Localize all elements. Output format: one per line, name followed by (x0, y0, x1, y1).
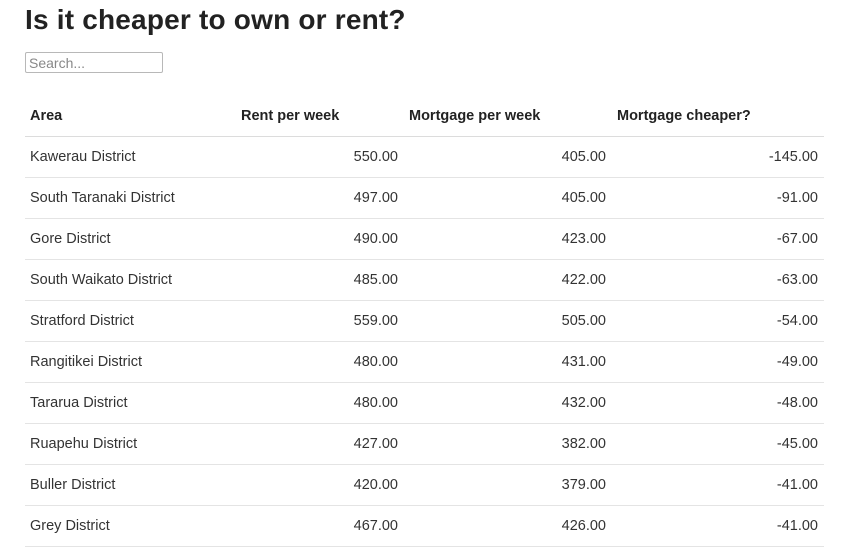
page-title: Is it cheaper to own or rent? (25, 4, 406, 35)
table-row: South Taranaki District 497.00 405.00 -9… (25, 177, 824, 219)
table-row: South Waikato District 485.00 422.00 -63… (25, 259, 824, 301)
cell-mortgage-cheaper: -45.00 (612, 423, 824, 465)
cell-mortgage-cheaper: -48.00 (612, 382, 824, 424)
table-row: Buller District 420.00 379.00 -41.00 (25, 464, 824, 506)
column-header-mortgage[interactable]: Mortgage per week (404, 95, 612, 137)
cell-area: Tararua District (25, 382, 236, 424)
cell-area: South Waikato District (25, 259, 236, 301)
table-row: Ruapehu District 427.00 382.00 -45.00 (25, 423, 824, 465)
cell-rent: 490.00 (236, 218, 404, 260)
cell-mortgage: 405.00 (404, 177, 612, 219)
table-body: Kawerau District 550.00 405.00 -145.00 S… (25, 136, 824, 547)
table-row: Tararua District 480.00 432.00 -48.00 (25, 382, 824, 424)
cell-rent: 550.00 (236, 136, 404, 178)
cell-area: Ruapehu District (25, 423, 236, 465)
cell-mortgage: 405.00 (404, 136, 612, 178)
cell-mortgage: 382.00 (404, 423, 612, 465)
cell-mortgage-cheaper: -49.00 (612, 341, 824, 383)
cell-area: South Taranaki District (25, 177, 236, 219)
table-row: Rangitikei District 480.00 431.00 -49.00 (25, 341, 824, 383)
table-row: Kawerau District 550.00 405.00 -145.00 (25, 136, 824, 178)
header-row: Area Rent per week Mortgage per week Mor… (25, 95, 824, 137)
cell-mortgage: 431.00 (404, 341, 612, 383)
cell-mortgage-cheaper: -41.00 (612, 505, 824, 547)
cell-area: Stratford District (25, 300, 236, 342)
cell-area: Buller District (25, 464, 236, 506)
cell-mortgage-cheaper: -91.00 (612, 177, 824, 219)
cell-mortgage: 426.00 (404, 505, 612, 547)
cell-rent: 420.00 (236, 464, 404, 506)
table-row: Grey District 467.00 426.00 -41.00 (25, 505, 824, 547)
cell-area: Kawerau District (25, 136, 236, 178)
cell-rent: 480.00 (236, 382, 404, 424)
column-header-mortgage-cheaper[interactable]: Mortgage cheaper? (612, 95, 824, 137)
cell-area: Grey District (25, 505, 236, 547)
table-header: Area Rent per week Mortgage per week Mor… (25, 95, 824, 137)
search-input[interactable] (25, 52, 163, 73)
table-row: Stratford District 559.00 505.00 -54.00 (25, 300, 824, 342)
cell-rent: 427.00 (236, 423, 404, 465)
cell-area: Gore District (25, 218, 236, 260)
cell-rent: 559.00 (236, 300, 404, 342)
cell-mortgage-cheaper: -54.00 (612, 300, 824, 342)
cell-mortgage: 379.00 (404, 464, 612, 506)
cell-mortgage-cheaper: -63.00 (612, 259, 824, 301)
cell-rent: 467.00 (236, 505, 404, 547)
cell-mortgage-cheaper: -145.00 (612, 136, 824, 178)
column-header-rent[interactable]: Rent per week (236, 95, 404, 137)
cell-mortgage: 423.00 (404, 218, 612, 260)
cell-mortgage: 422.00 (404, 259, 612, 301)
column-header-area[interactable]: Area (25, 95, 236, 137)
cell-mortgage: 432.00 (404, 382, 612, 424)
cell-area: Rangitikei District (25, 341, 236, 383)
table-row: Gore District 490.00 423.00 -67.00 (25, 218, 824, 260)
cell-rent: 497.00 (236, 177, 404, 219)
cell-rent: 485.00 (236, 259, 404, 301)
cell-rent: 480.00 (236, 341, 404, 383)
cell-mortgage: 505.00 (404, 300, 612, 342)
cell-mortgage-cheaper: -67.00 (612, 218, 824, 260)
data-table: Area Rent per week Mortgage per week Mor… (25, 95, 824, 547)
cell-mortgage-cheaper: -41.00 (612, 464, 824, 506)
